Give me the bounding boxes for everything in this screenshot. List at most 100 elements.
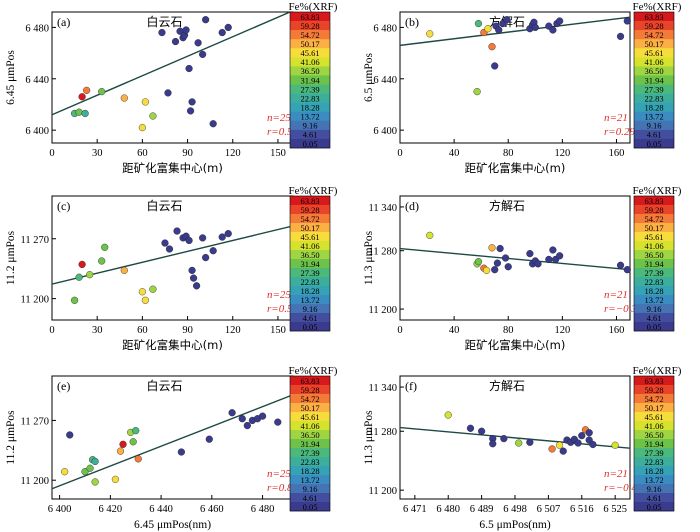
y-axis-label: 11.3 μmPos (363, 230, 375, 285)
colorbar-level: 63.83 (300, 12, 319, 22)
panel-title: 方解石 (489, 378, 525, 393)
colorbar-swatch (290, 111, 330, 122)
colorbar-level: 63.83 (644, 12, 663, 22)
colorbar-level: 45.61 (644, 48, 663, 58)
colorbar-level: 45.61 (300, 48, 319, 58)
colorbar-level: 36.50 (644, 250, 663, 260)
data-point (474, 258, 483, 266)
data-point (526, 250, 534, 258)
colorbar-level: 36.50 (644, 430, 663, 440)
data-point (503, 16, 511, 24)
x-tick-label: 80 (503, 148, 514, 159)
colorbar-swatch (290, 129, 330, 140)
y-tick-label: 6 400 (25, 126, 49, 137)
colorbar-level: 22.83 (644, 277, 663, 287)
colorbar-swatch (290, 295, 330, 305)
data-point (545, 255, 553, 264)
colorbar-swatch (634, 102, 674, 113)
colorbar-level: 41.06 (300, 241, 319, 251)
panel-f: 6 471 6 480 6 489 6 498 6 507 6 516 6 525 11 20… (363, 365, 682, 531)
x-tick-label: 80 (503, 325, 514, 336)
x-axis-label: 距矿化富集中心(m) (122, 161, 223, 175)
colorbar-level: 27.39 (644, 448, 663, 458)
data-point (171, 37, 180, 46)
colorbar-level: 18.28 (644, 466, 663, 476)
data-point (91, 478, 99, 486)
colorbar-level: 13.72 (644, 295, 663, 305)
colorbar-level: 22.83 (644, 93, 663, 103)
data-point (556, 17, 564, 25)
colorbar-level: 45.61 (644, 232, 663, 242)
data-point (616, 261, 625, 269)
data-point (149, 112, 157, 120)
colorbar-swatch (290, 259, 330, 269)
colorbar-level: 63.83 (644, 376, 663, 386)
data-point (616, 32, 625, 41)
colorbar-level: 36.50 (300, 430, 319, 440)
colorbar: Fe%(XRF)63.8359.2854.7250.1745.6141.0636… (289, 1, 338, 149)
colorbar: Fe%(XRF)63.8359.2854.7250.1745.6141.0636… (633, 1, 682, 149)
data-point (218, 233, 226, 241)
colorbar-swatch (634, 376, 674, 386)
colorbar-swatch (634, 138, 674, 149)
data-point (129, 438, 137, 446)
colorbar-level: 31.94 (644, 259, 664, 269)
colorbar-title: Fe%(XRF) (289, 365, 338, 377)
colorbar-level: 9.16 (647, 121, 662, 131)
colorbar-swatch (290, 313, 330, 323)
x-tick-label: 6 460 (200, 504, 224, 515)
colorbar-frame (633, 375, 675, 512)
x-tick-label: 6 440 (149, 504, 173, 515)
stat-n: n=25 (267, 112, 291, 124)
data-point (161, 239, 169, 247)
x-axis-label: 距矿化富集中心(m) (465, 338, 566, 352)
data-point (623, 266, 631, 274)
colorbar-swatch (634, 295, 674, 305)
x-tick-label: 40 (449, 148, 460, 159)
colorbar-level: 22.83 (300, 457, 319, 467)
colorbar-frame (289, 375, 331, 512)
colorbar-level: 13.72 (300, 475, 319, 485)
colorbar-swatch (290, 421, 330, 431)
colorbar-swatch (290, 75, 330, 85)
data-point (98, 88, 106, 96)
colorbar-swatch (290, 268, 330, 278)
colorbar-swatch (290, 223, 330, 233)
colorbar-level: 36.50 (300, 66, 319, 76)
colorbar-swatch (634, 48, 674, 58)
data-point (194, 39, 202, 47)
colorbar-swatch (634, 322, 674, 332)
data-point (228, 409, 236, 417)
colorbar-level: 63.83 (300, 376, 319, 386)
colorbar-level: 22.83 (300, 277, 319, 287)
y-axis-label: 6.5 μmPos (363, 52, 375, 102)
colorbar-swatch (290, 448, 330, 458)
plot-frame (51, 375, 294, 500)
data-point (141, 98, 149, 106)
colorbar-level: 4.61 (647, 313, 662, 323)
x-tick-label: 6 480 (251, 504, 275, 515)
data-point (209, 120, 217, 128)
colorbar-level: 59.28 (644, 385, 663, 395)
data-point (534, 260, 542, 268)
colorbar-swatch (634, 250, 674, 260)
colorbar-swatch (634, 304, 674, 314)
data-point (86, 271, 94, 279)
panel-b: 0 40 80 120 160 6 400 6 440 6 480 距矿化富集中心(m) 6.5 … (363, 1, 682, 175)
data-point (182, 26, 190, 34)
colorbar-swatch (290, 21, 330, 31)
colorbar-swatch (290, 138, 330, 149)
colorbar-level: 27.39 (300, 448, 319, 458)
x-tick-label: 60 (137, 325, 148, 336)
data-point (164, 89, 172, 97)
data-point (491, 62, 499, 70)
colorbar-level: 9.16 (303, 121, 318, 131)
colorbar-swatch (634, 129, 674, 140)
data-point (205, 435, 213, 443)
colorbar-level: 59.28 (300, 21, 319, 31)
colorbar-level: 18.28 (644, 103, 663, 113)
data-point (66, 431, 74, 439)
colorbar-level: 41.06 (300, 421, 319, 431)
panel-label: (c) (57, 199, 70, 213)
panel-title: 方解石 (489, 198, 525, 213)
